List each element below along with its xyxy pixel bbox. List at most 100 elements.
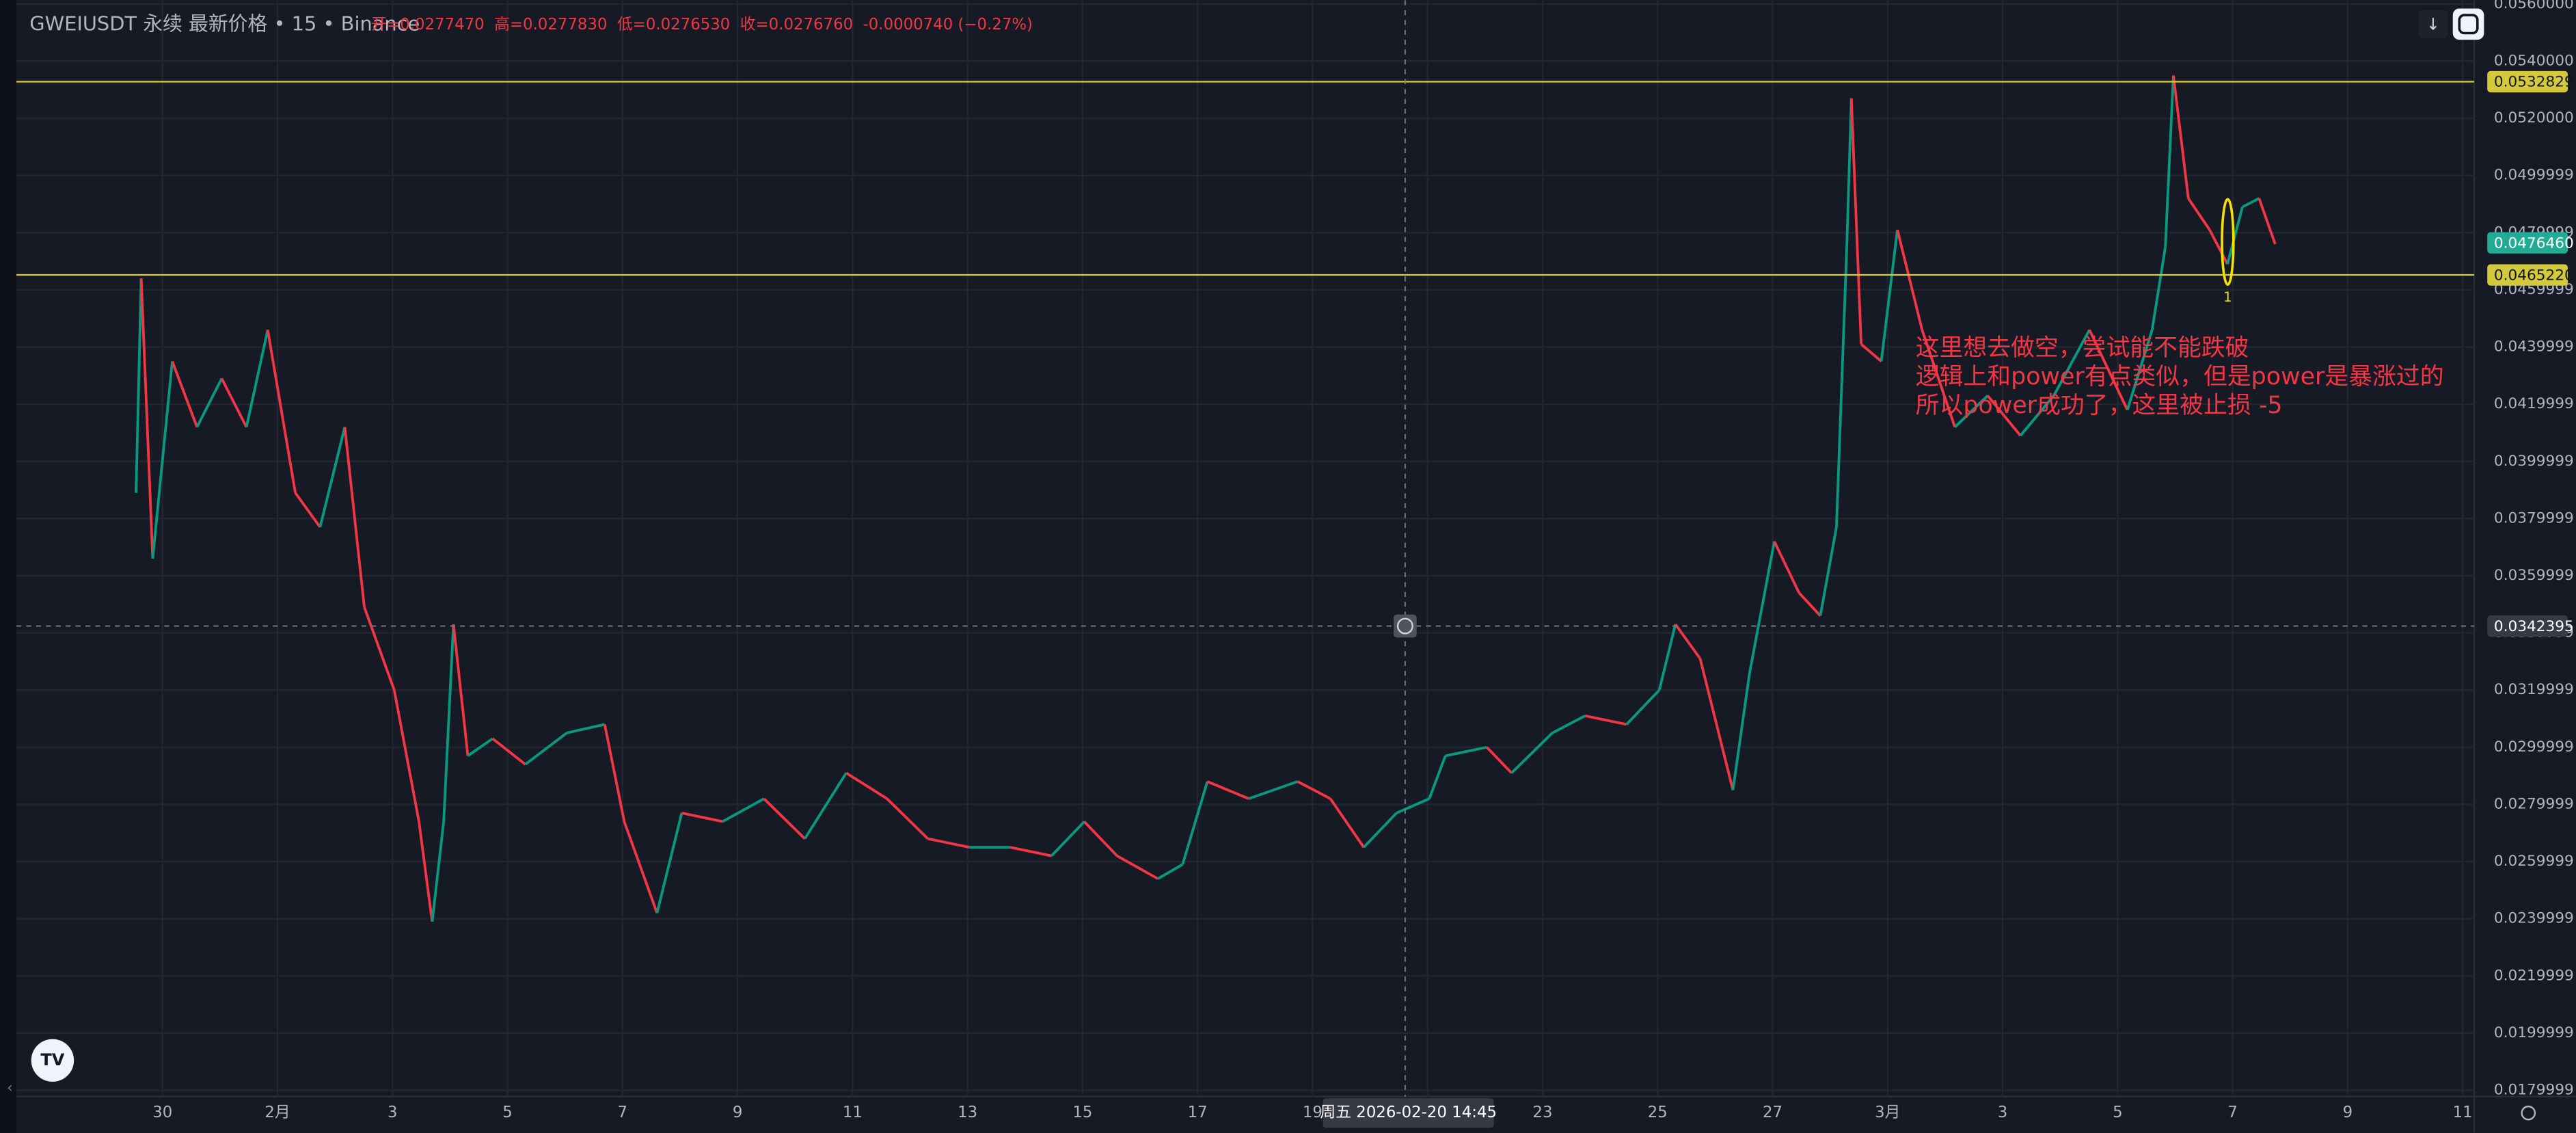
price-segment: [1181, 781, 1209, 865]
price-segment: [1445, 745, 1487, 758]
price-segment: [171, 360, 199, 428]
price-tag: [2487, 70, 2568, 93]
price-segment: [722, 797, 765, 823]
y-tick-label: 0.0379999: [2494, 509, 2574, 526]
x-tick-label: 15: [1072, 1104, 1092, 1121]
x-tick-label: 25: [1648, 1104, 1668, 1121]
price-tag-label: 0.0476460: [2494, 235, 2574, 252]
price-segment: [245, 330, 269, 428]
price-segment: [343, 427, 366, 608]
ohlc: 开=0.0277470 高=0.0277830 低=0.0276530 收=0.027…: [371, 16, 1033, 34]
ohlc-value: 低=0.0276530: [617, 16, 730, 34]
price-segment: [467, 737, 493, 757]
price-segment: [452, 624, 470, 756]
price-segment: [2088, 329, 2129, 411]
y-tick-label: 0.0520000: [2494, 109, 2574, 126]
price-segment: [2126, 329, 2154, 411]
price-segment: [803, 772, 848, 840]
price-segment: [1584, 714, 1627, 726]
price-segment: [1329, 797, 1365, 849]
annotation: 这里想去做空，尝试能不能跌破逻辑上和power有点类似，但是power是暴涨过的…: [1916, 334, 2444, 419]
price-segment: [845, 771, 888, 800]
button[interactable]: [2418, 10, 2448, 38]
x-tick-label: 3月: [1875, 1104, 1900, 1121]
price-segment: [566, 723, 606, 734]
x-tick-label: 2月: [265, 1104, 290, 1121]
y-tick-label: 0.0499999: [2494, 167, 2574, 184]
ohlc-value: -0.0000740 (−0.27%): [863, 16, 1033, 34]
y-tick-label: 0.0359999: [2494, 567, 2574, 584]
price-segment: [1362, 812, 1398, 849]
price-segment: [1625, 689, 1661, 725]
price-tag: [2487, 264, 2568, 286]
logo-text: TV: [40, 1050, 64, 1069]
price-segment: [1396, 797, 1431, 814]
price-segment: [681, 812, 723, 823]
price-segment: [2019, 395, 2055, 437]
x-tick-label: 7: [2227, 1104, 2238, 1121]
settings-icon[interactable]: [2521, 1105, 2536, 1121]
left-strip: [0, 0, 17, 1133]
x-tick-label: 23: [1532, 1104, 1552, 1121]
y-tick-label: 0.0179999: [2494, 1081, 2574, 1098]
x-tick-label: 9: [2343, 1104, 2353, 1121]
price-segment: [1428, 755, 1447, 799]
crosshair-y-label: 0.0342395: [2494, 618, 2574, 635]
price-segment: [442, 624, 455, 822]
price-segment: [220, 377, 248, 428]
price-segment: [1674, 623, 1702, 660]
price-segment: [266, 330, 297, 494]
price-segment: [1953, 395, 1989, 428]
button[interactable]: [2452, 8, 2484, 40]
marker: 1: [2223, 289, 2232, 305]
price-segment: [2150, 246, 2167, 330]
price-tag-label: 0.0465220: [2494, 267, 2574, 284]
x-tick-label: 19: [1303, 1104, 1323, 1121]
price-segment: [1896, 229, 1924, 330]
price-segment: [1083, 821, 1118, 857]
price-segment: [2258, 198, 2277, 245]
x-tick-label: 7: [618, 1104, 628, 1121]
price-segment: [2172, 75, 2190, 199]
price-tag: [2487, 232, 2568, 254]
price-segment: [2164, 75, 2175, 248]
price-segment: [294, 492, 321, 529]
price-segment: [1510, 732, 1554, 774]
y-tick-label: 0.0560000: [2494, 0, 2574, 12]
price-segment: [318, 427, 347, 528]
price-segment: [363, 607, 396, 691]
price-segment: [1748, 541, 1776, 674]
button-icon: [2458, 14, 2479, 35]
price-segment: [1773, 540, 1800, 594]
price-segment: [2052, 329, 2091, 397]
button-icon: ↓: [2426, 14, 2440, 34]
price-segment: [1698, 658, 1735, 790]
crosshair-tag: [2487, 615, 2568, 637]
x-tick-label: 9: [733, 1104, 743, 1121]
price-segment: [491, 737, 526, 766]
x-tick-label: 3: [388, 1104, 398, 1121]
y-tick-label: 0.0439999: [2494, 338, 2574, 356]
y-tick-label: 0.0239999: [2494, 910, 2574, 927]
scroll-icon[interactable]: ‹: [7, 1080, 13, 1097]
price-segment: [655, 812, 683, 914]
x-tick-label: 27: [1763, 1104, 1782, 1121]
crosshair-x-tag: [1323, 1098, 1494, 1128]
annotation-line: 所以power成功了，这里被止损 -5: [1916, 392, 2283, 419]
price-segment: [1297, 780, 1331, 800]
ohlc-value: 高=0.0277830: [494, 16, 607, 34]
ohlc-value: 开=0.0277470: [371, 16, 484, 34]
price-segment: [2187, 198, 2211, 231]
price-segment: [1485, 746, 1513, 774]
price-segment: [1551, 715, 1586, 734]
price-segment: [431, 821, 446, 922]
price-segment: [195, 377, 223, 428]
price-segment: [1116, 855, 1159, 880]
logo: [31, 1039, 74, 1082]
price-segment: [2208, 229, 2229, 265]
y-tick-label: 0.0199999: [2494, 1024, 2574, 1041]
crosshair-x-label: 周五 2026-02-20 14:45: [1320, 1104, 1497, 1121]
price-segment: [1819, 526, 1838, 616]
price-segment: [1986, 395, 2022, 437]
